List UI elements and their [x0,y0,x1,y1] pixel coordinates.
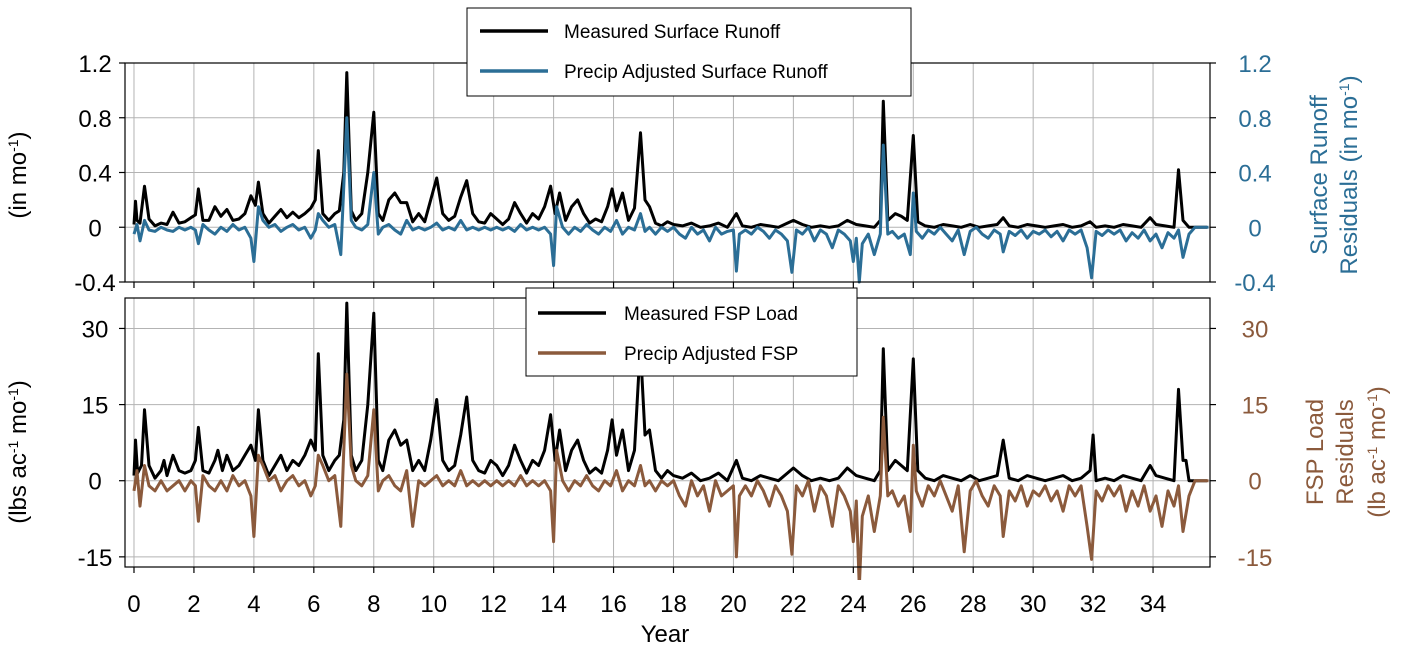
top-left-axis-label: (in mo-1) [5,131,32,218]
bottom-left-axis-label: (lbs ac-1 mo-1) [5,380,32,524]
top-legend: Measured Surface Runoff Precip Adjusted … [466,7,912,97]
y-left-tick-label: 0 [88,215,101,242]
legend-label-adjusted-runoff: Precip Adjusted Surface Runoff [564,62,828,83]
series-line-precip-adjusted-surface-runoff [132,116,1209,284]
x-axis-label: Year [641,621,690,648]
y-left-tick-label: 0.4 [78,161,111,188]
x-tick-label: 10 [420,591,447,618]
top-right-axis-label-line1: Surface Runoff [1306,95,1333,255]
y-left-tick-label: 30 [82,316,109,343]
y-left-tick-label: 1.2 [78,51,111,78]
bottom-right-axis-label-line1: FSP Load [1302,399,1329,505]
series-line-measured-surface-runoff [132,71,1207,229]
top-right-axis-label-line2: Residuals (in mo-1) [1336,75,1363,274]
legend-label-adjusted-fsp: Precip Adjusted FSP [624,344,798,365]
x-tick-label: 28 [960,591,987,618]
x-tick-label: 30 [1020,591,1047,618]
x-tick-label: 12 [480,591,507,618]
x-tick-label: 14 [540,591,567,618]
y-right-tick-label: 0.4 [1238,161,1271,188]
y-right-tick-label: 30 [1242,316,1269,343]
y-left-tick-label: -0.4 [74,270,115,297]
y-right-tick-label: -0.4 [1234,270,1275,297]
y-right-tick-label: 0.8 [1238,106,1271,133]
x-tick-label: 20 [720,591,747,618]
bottom-panel-series [132,301,1209,580]
x-tick-label: 6 [307,591,320,618]
x-tick-label: 16 [600,591,627,618]
x-tick-label: 0 [127,591,140,618]
y-right-tick-label: 15 [1242,393,1269,420]
top-right-axis-label: Surface Runoff Residuals (in mo-1) [1306,75,1363,274]
x-tick-label: 22 [780,591,807,618]
x-tick-label: 24 [840,591,867,618]
series-line-precip-adjusted-fsp [132,372,1209,580]
y-left-tick-label: 0 [88,469,101,496]
y-right-tick-label: 0 [1248,469,1261,496]
x-tick-label: 34 [1140,591,1167,618]
top-panel: -0.4 0 0.4 0.8 1.2 -0.4 0 0.4 0.8 1.2 (in mo-1) S… [5,7,1363,297]
y-right-tick-label: 0 [1248,215,1261,242]
bottom-right-axis-label-line3: (lb ac-1 mo-1) [1364,386,1391,518]
x-tick-label: 8 [367,591,380,618]
x-tick-label: 26 [900,591,927,618]
bottom-panel-ticks: -15 0 15 30 -15 0 15 30 [78,316,1273,573]
x-tick-label: 32 [1080,591,1107,618]
x-tick-label: 4 [247,591,260,618]
legend-label-measured-fsp: Measured FSP Load [624,304,798,325]
y-right-tick-label: -15 [1238,545,1273,572]
x-tick-labels: 0 2 4 6 8 10 12 14 16 18 20 22 24 26 28 30 32 34 [127,591,1166,618]
x-tick-label: 2 [187,591,200,618]
bottom-legend: Measured FSP Load Precip Adjusted FSP [525,287,858,377]
bottom-panel: -15 0 15 30 -15 0 15 30 (lbs ac-1 mo-1) FSP Loa… [5,287,1391,580]
x-tick-label: 18 [660,591,687,618]
y-left-tick-label: 0.8 [78,106,111,133]
legend-label-measured-runoff: Measured Surface Runoff [564,22,781,43]
bottom-right-axis-label-line2: Residuals [1332,399,1359,504]
bottom-right-axis-label: FSP Load Residuals (lb ac-1 mo-1) [1302,386,1391,518]
y-left-tick-label: 15 [82,393,109,420]
y-left-tick-label: -15 [78,545,113,572]
top-panel-ticks: -0.4 0 0.4 0.8 1.2 -0.4 0 0.4 0.8 1.2 [74,51,1275,297]
y-right-tick-label: 1.2 [1238,51,1271,78]
top-panel-series [132,71,1209,284]
series-line-measured-fsp-load [132,301,1207,483]
